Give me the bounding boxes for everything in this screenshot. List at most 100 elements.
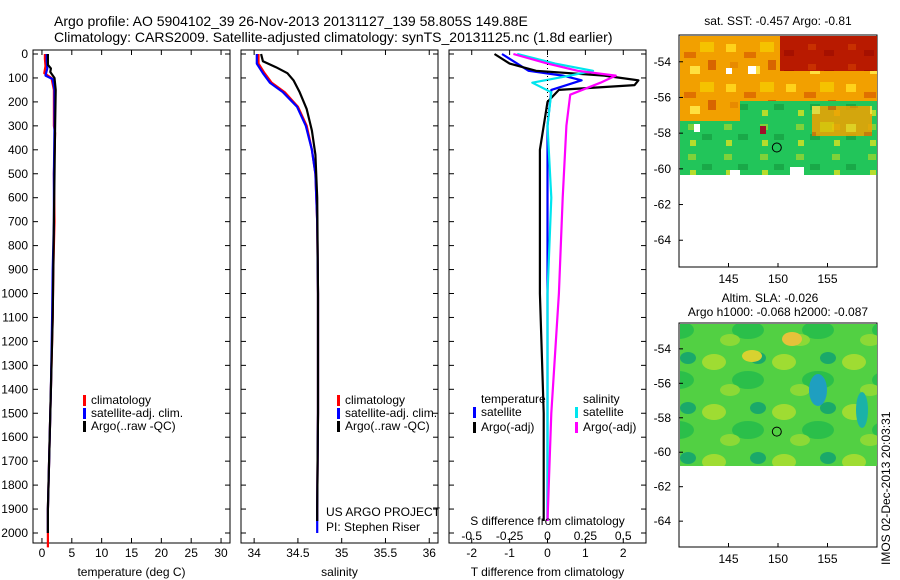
x-tick-label-5: 5 bbox=[68, 546, 75, 560]
chart-title-line1: Argo profile: AO 5904102_39 26-Nov-2013 … bbox=[54, 13, 528, 29]
depth-tick-label-1700: 1700 bbox=[1, 454, 28, 468]
map-y-tick-label-58: -58 bbox=[654, 126, 672, 140]
map-x-tick-label-145: 145 bbox=[718, 272, 738, 286]
depth-tick-label-1100: 1100 bbox=[2, 310, 28, 324]
sst-map-title: sat. SST: -0.457 Argo: -0.81 bbox=[704, 14, 852, 28]
temp-legend-1-swatch bbox=[83, 408, 86, 419]
sal-legend-1-label: satellite-adj. clim. bbox=[345, 406, 437, 420]
depth-tick-label-400: 400 bbox=[8, 143, 28, 157]
s-diff-axis-label: S difference from climatology bbox=[470, 514, 625, 528]
depth-tick-label-1200: 1200 bbox=[1, 334, 28, 348]
x-tick-label-34.5: 34.5 bbox=[286, 546, 310, 560]
diff-legend-0-swatch bbox=[473, 407, 476, 418]
series-line-satellite bbox=[516, 52, 595, 521]
sla-map-title: Altim. SLA: -0.026 bbox=[722, 291, 819, 305]
depth-tick-label-500: 500 bbox=[8, 167, 28, 181]
sal-legend-0-label: climatology bbox=[345, 393, 405, 407]
depth-tick-label-1300: 1300 bbox=[1, 358, 28, 372]
diff-legend-2-label: satellite bbox=[583, 405, 624, 419]
map-y-tick-label-64: -64 bbox=[654, 514, 672, 528]
depth-tick-label-300: 300 bbox=[8, 119, 28, 133]
series-line-argo-raw-qc- bbox=[260, 53, 320, 521]
map-y-tick-label-56: -56 bbox=[654, 376, 672, 390]
map-x-tick-label-150: 150 bbox=[768, 272, 788, 286]
x-tick-label-30: 30 bbox=[214, 546, 228, 560]
sal-legend-1-swatch bbox=[337, 408, 340, 419]
sla-map-subtitle: Argo h1000: -0.068 h2000: -0.087 bbox=[688, 305, 868, 319]
temperature-panel-frame bbox=[32, 49, 231, 544]
depth-tick-label-2000: 2000 bbox=[1, 526, 28, 540]
depth-tick-label-1400: 1400 bbox=[1, 382, 28, 396]
temp-legend-2-swatch bbox=[83, 421, 86, 432]
project-annotation: US ARGO PROJECT bbox=[326, 505, 441, 519]
x-axis-label: salinity bbox=[321, 565, 358, 579]
argo-float-marker bbox=[771, 426, 782, 437]
series-line-argo-adj- bbox=[513, 52, 617, 522]
x-tick-label-20: 20 bbox=[155, 546, 169, 560]
s-diff-tick-label-0.5: 0.5 bbox=[615, 529, 632, 543]
x-tick-label-35.5: 35.5 bbox=[374, 546, 398, 560]
sal-legend-2-swatch bbox=[337, 421, 340, 432]
x-tick-label-0: 0 bbox=[39, 546, 46, 560]
map-x-tick-label-155: 155 bbox=[817, 552, 837, 566]
series-line-climatology bbox=[257, 54, 320, 521]
argo-float-marker bbox=[771, 142, 782, 153]
map-y-tick-label-54: -54 bbox=[654, 342, 672, 356]
map-x-tick-label-145: 145 bbox=[718, 552, 738, 566]
depth-tick-label-600: 600 bbox=[8, 191, 28, 205]
sal-legend-0-swatch bbox=[337, 395, 340, 406]
x-tick-label-34: 34 bbox=[247, 546, 261, 560]
pi-annotation: PI: Stephen Riser bbox=[326, 520, 420, 534]
map-y-tick-label-60: -60 bbox=[654, 445, 672, 459]
temp-legend-2-label: Argo(..raw -QC) bbox=[91, 419, 176, 433]
map-x-tick-label-150: 150 bbox=[768, 552, 788, 566]
diff-legend-0-label: satellite bbox=[481, 405, 522, 419]
x-tick-label-2: 2 bbox=[620, 546, 627, 560]
x-tick-label-25: 25 bbox=[185, 546, 199, 560]
x-tick-label-35: 35 bbox=[335, 546, 349, 560]
depth-tick-label-1500: 1500 bbox=[1, 406, 28, 420]
map-x-tick-label-155: 155 bbox=[817, 272, 837, 286]
s-diff-tick-label-0.25: 0.25 bbox=[574, 529, 598, 543]
series-line-argo-raw-qc- bbox=[46, 54, 57, 533]
series-line-satellite-adj-clim- bbox=[255, 54, 320, 533]
map-y-tick-label-64: -64 bbox=[654, 233, 672, 247]
diff-legend-1-swatch bbox=[473, 422, 476, 433]
x-tick-label-1: 1 bbox=[582, 546, 589, 560]
temp-legend-1-label: satellite-adj. clim. bbox=[91, 406, 183, 420]
depth-tick-label-200: 200 bbox=[8, 95, 28, 109]
map-y-tick-label-62: -62 bbox=[654, 198, 672, 212]
x-tick-label-36: 36 bbox=[423, 546, 437, 560]
diff-legend-header-temperature: temperature bbox=[481, 392, 546, 406]
x-tick-label-10: 10 bbox=[95, 546, 109, 560]
diff-legend-1-label: Argo(-adj) bbox=[481, 420, 534, 434]
x-axis-label: temperature (deg C) bbox=[77, 565, 185, 579]
sla-map bbox=[678, 322, 878, 548]
sst-map bbox=[678, 34, 878, 268]
chart-title-line2: Climatology: CARS2009. Satellite-adjuste… bbox=[54, 29, 613, 45]
x-tick-label-15: 15 bbox=[125, 546, 139, 560]
depth-tick-label-0: 0 bbox=[21, 47, 28, 61]
salinity-panel-frame bbox=[240, 49, 439, 544]
diff-legend-2-swatch bbox=[575, 407, 578, 418]
map-y-tick-label-54: -54 bbox=[654, 55, 672, 69]
map-y-tick-label-62: -62 bbox=[654, 480, 672, 494]
depth-tick-label-900: 900 bbox=[8, 263, 28, 277]
depth-tick-label-700: 700 bbox=[8, 215, 28, 229]
s-diff-tick-label-0: 0 bbox=[544, 529, 551, 543]
diff-legend-3-swatch bbox=[575, 422, 578, 433]
series-line-argo-adj- bbox=[493, 53, 640, 521]
depth-tick-label-1000: 1000 bbox=[1, 287, 28, 301]
depth-tick-label-1600: 1600 bbox=[1, 430, 28, 444]
x-tick-label--2: -2 bbox=[466, 546, 477, 560]
x-tick-label-0: 0 bbox=[544, 546, 551, 560]
sal-legend-2-label: Argo(..raw -QC) bbox=[345, 419, 430, 433]
map-y-tick-label-56: -56 bbox=[654, 90, 672, 104]
diff-legend-header-salinity: salinity bbox=[583, 392, 620, 406]
series-line-satellite bbox=[501, 53, 583, 521]
depth-tick-label-1800: 1800 bbox=[1, 478, 28, 492]
map-y-tick-label-58: -58 bbox=[654, 411, 672, 425]
temp-legend-0-swatch bbox=[83, 395, 86, 406]
s-diff-tick-label--0.5: -0.5 bbox=[461, 529, 482, 543]
x-axis-label: T difference from climatology bbox=[471, 565, 625, 579]
